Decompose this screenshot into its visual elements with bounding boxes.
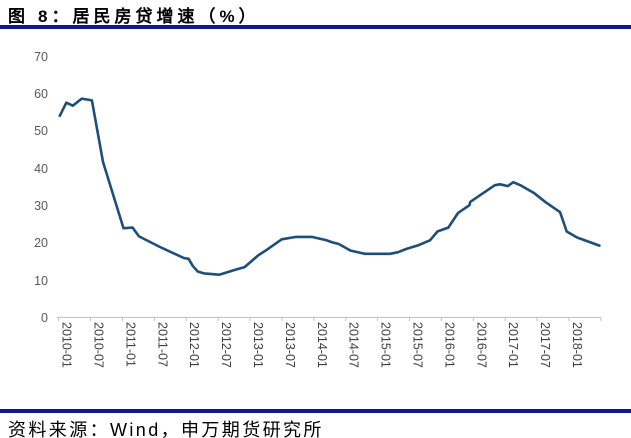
svg-text:2018-01: 2018-01 bbox=[570, 322, 584, 368]
svg-text:70: 70 bbox=[34, 50, 48, 64]
svg-text:2010-07: 2010-07 bbox=[92, 322, 106, 368]
svg-text:40: 40 bbox=[34, 162, 48, 176]
svg-text:30: 30 bbox=[34, 199, 48, 213]
svg-text:2012-01: 2012-01 bbox=[187, 322, 201, 368]
svg-text:2010-01: 2010-01 bbox=[60, 322, 74, 368]
svg-text:60: 60 bbox=[34, 87, 48, 101]
svg-text:2015-07: 2015-07 bbox=[411, 322, 425, 368]
svg-text:0: 0 bbox=[41, 311, 48, 325]
svg-text:10: 10 bbox=[34, 274, 48, 288]
svg-text:2015-01: 2015-01 bbox=[379, 322, 393, 368]
svg-text:2011-07: 2011-07 bbox=[155, 322, 169, 367]
svg-text:50: 50 bbox=[34, 124, 48, 138]
svg-text:2017-01: 2017-01 bbox=[506, 322, 520, 368]
svg-text:2017-07: 2017-07 bbox=[538, 322, 552, 368]
svg-text:2011-01: 2011-01 bbox=[123, 322, 137, 367]
svg-text:2014-07: 2014-07 bbox=[347, 322, 361, 368]
svg-text:2012-07: 2012-07 bbox=[219, 322, 233, 368]
svg-text:2013-07: 2013-07 bbox=[283, 322, 297, 368]
svg-text:20: 20 bbox=[34, 236, 48, 250]
svg-text:2016-01: 2016-01 bbox=[442, 322, 456, 368]
svg-text:2016-07: 2016-07 bbox=[474, 322, 488, 368]
svg-text:2013-01: 2013-01 bbox=[251, 322, 265, 368]
svg-text:2014-01: 2014-01 bbox=[315, 322, 329, 368]
